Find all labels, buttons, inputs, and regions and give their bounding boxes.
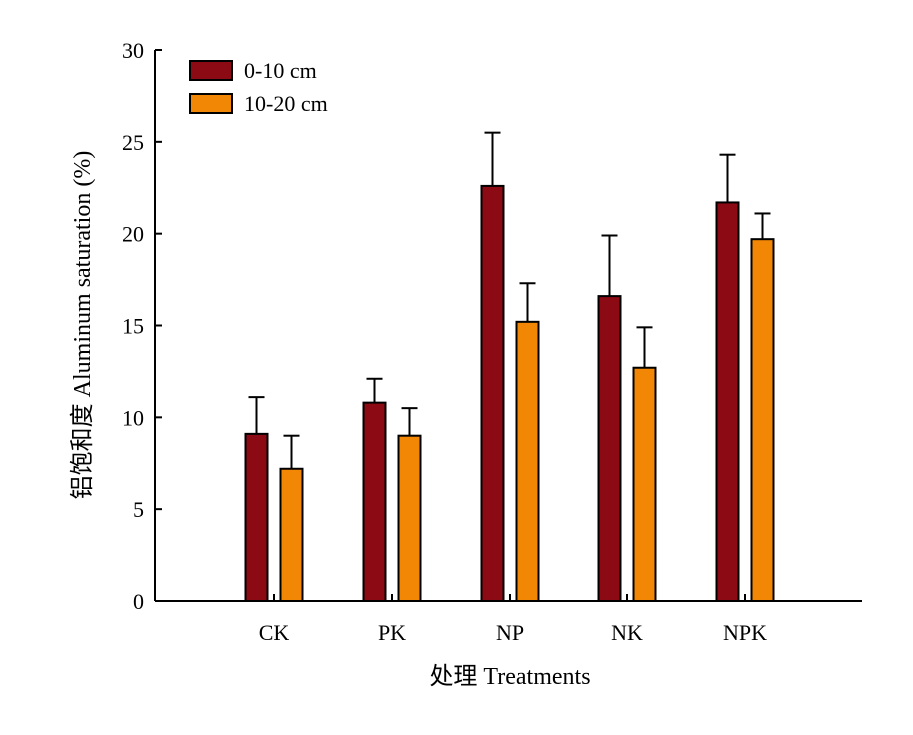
y-tick-label: 25: [122, 130, 144, 155]
error-bars-group: [248, 131, 771, 469]
bar-nk-series-2: [632, 366, 657, 603]
bar-pk-series-2: [397, 434, 422, 603]
x-tick-label-npk: NPK: [723, 620, 767, 645]
legend-swatch-series-2: [189, 93, 233, 114]
x-tick-label-np: NP: [496, 620, 524, 645]
bar-nk-series-1: [597, 295, 622, 602]
bar-npk-series-2: [750, 238, 775, 602]
bar-ck-series-2: [279, 467, 304, 603]
y-tick-label: 0: [133, 589, 144, 614]
y-tick-label: 30: [122, 38, 144, 63]
legend-label-series-1: 0-10 cm: [244, 58, 317, 83]
bar-np-series-1: [480, 184, 505, 602]
y-tick-label: 15: [122, 314, 144, 339]
y-ticks-group: 0 5 10 15 20 25 30: [122, 38, 162, 614]
x-tick-label-pk: PK: [378, 620, 406, 645]
bar-np-series-2: [515, 320, 540, 602]
y-tick-label: 5: [133, 497, 144, 522]
y-tick-label: 20: [122, 222, 144, 247]
x-axis-title: 处理 Treatments: [429, 663, 590, 690]
legend-label-series-2: 10-20 cm: [244, 91, 328, 116]
bar-ck-series-1: [244, 432, 269, 603]
bar-pk-series-1: [362, 401, 387, 603]
bars-group: [244, 184, 775, 603]
x-ticks-group: CK PK NP NK NPK: [259, 594, 767, 645]
bar-npk-series-1: [715, 201, 740, 602]
y-axis-title: 铝饱和度 Aluminum saturation (%): [69, 151, 96, 500]
x-tick-label-ck: CK: [259, 620, 290, 645]
y-tick-label: 10: [122, 405, 144, 430]
legend-swatch-series-1: [189, 60, 233, 81]
legend: 0-10 cm 10-20 cm: [189, 58, 328, 116]
x-tick-label-nk: NK: [611, 620, 643, 645]
